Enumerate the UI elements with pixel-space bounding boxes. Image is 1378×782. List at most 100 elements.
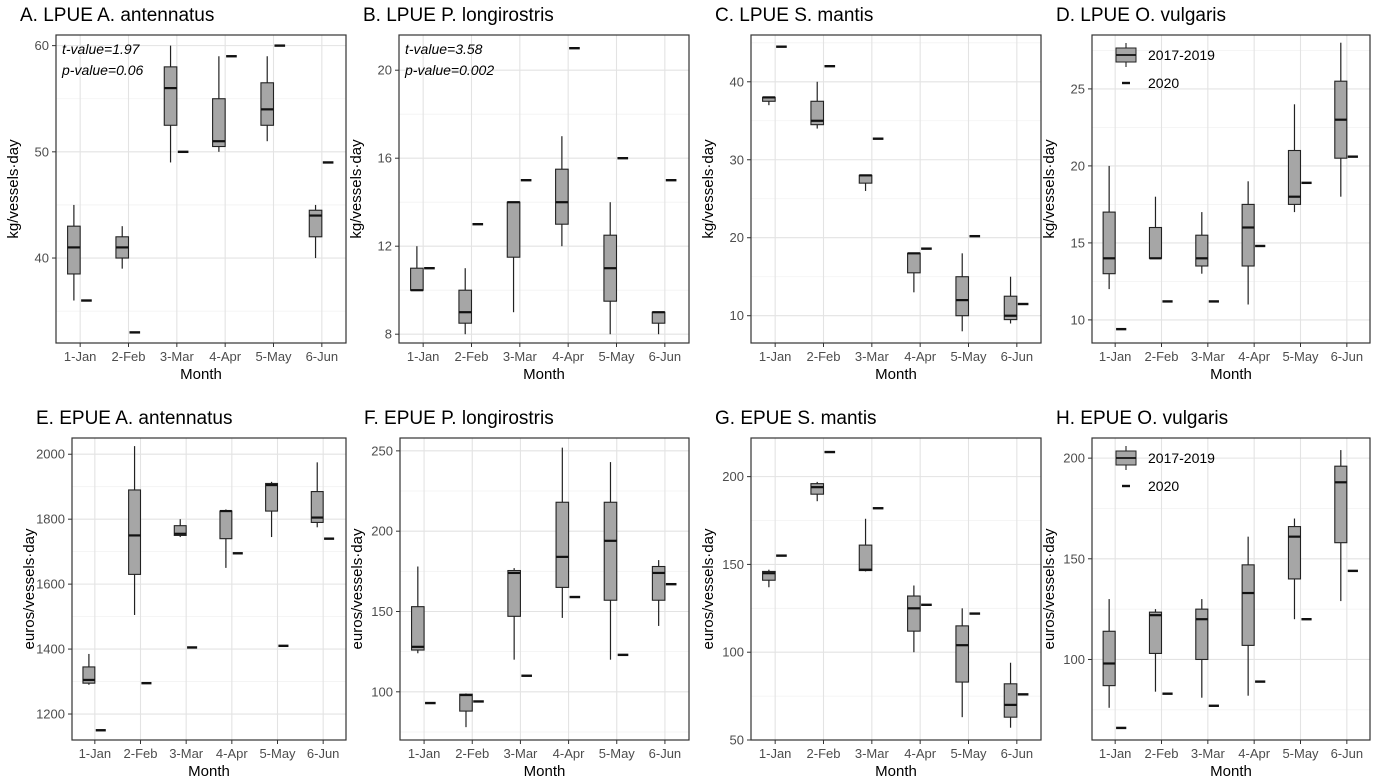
box-body xyxy=(955,276,970,317)
y-tick-label: 20 xyxy=(730,230,744,245)
box-body xyxy=(1102,211,1116,275)
x-tick-label: 6-Jun xyxy=(307,746,340,761)
x-tick-label: 5-May xyxy=(598,349,635,364)
x-tick-label: 3-Mar xyxy=(169,746,204,761)
x-tick-label: 3-Mar xyxy=(1191,349,1226,364)
x-tick-label: 6-Jun xyxy=(1331,746,1364,761)
plot-area xyxy=(72,438,346,740)
y-tick-label: 10 xyxy=(730,308,744,323)
y-tick-label: 20 xyxy=(378,63,392,78)
x-tick-label: 5-May xyxy=(950,746,987,761)
box-body xyxy=(555,501,570,588)
box-body xyxy=(1003,295,1018,321)
y-tick-label: 1200 xyxy=(36,707,65,722)
x-tick-label: 4-Apr xyxy=(209,349,241,364)
y-tick-label: 60 xyxy=(35,38,49,53)
y-axis-label: euros/vessels·day xyxy=(349,528,366,649)
y-tick-label: 150 xyxy=(371,604,393,619)
box-body xyxy=(459,693,473,712)
chart-panel-3: D. LPUE O. vulgaris 10 15 20 25 1-Jan 2-Feb 3-M… xyxy=(1041,5,1371,383)
y-tick-label: 1800 xyxy=(36,512,65,527)
plot-border xyxy=(398,34,690,344)
plot-border xyxy=(750,34,1042,344)
legend-label: 2017-2019 xyxy=(1148,47,1215,63)
y-axis-label: kg/vessels·day xyxy=(5,139,22,239)
x-tick-label: 6-Jun xyxy=(306,349,339,364)
box-body xyxy=(310,491,324,523)
chart-title: E. EPUE A. antennatus xyxy=(36,408,232,429)
x-tick-label: 1-Jan xyxy=(1099,349,1132,364)
box-body xyxy=(603,501,618,601)
box-body xyxy=(1334,465,1348,544)
chart-panel-2: C. LPUE S. mantis 10 20 30 40 1-Jan 2-Feb 3-Mar… xyxy=(700,5,1042,383)
x-tick-label: 6-Jun xyxy=(1001,746,1034,761)
box-body xyxy=(762,570,776,581)
y-tick-label: 1400 xyxy=(36,642,65,657)
plot-area xyxy=(399,35,689,343)
y-tick-label: 40 xyxy=(35,251,49,266)
x-axis-label: Month xyxy=(875,763,917,780)
y-tick-label: 200 xyxy=(722,469,744,484)
plot-area xyxy=(1092,35,1370,343)
box-body xyxy=(410,267,424,291)
y-tick-label: 100 xyxy=(722,645,744,660)
chart-title: C. LPUE S. mantis xyxy=(715,5,873,26)
box-body xyxy=(458,289,473,324)
box-body xyxy=(1287,526,1302,580)
plot-area xyxy=(56,35,346,343)
y-tick-label: 100 xyxy=(1063,652,1085,667)
x-tick-label: 1-Jan xyxy=(408,746,441,761)
chart-title: G. EPUE S. mantis xyxy=(715,408,877,429)
plot-border xyxy=(399,437,690,741)
x-tick-label: 2-Feb xyxy=(124,746,158,761)
x-tick-label: 6-Jun xyxy=(649,746,682,761)
x-tick-label: 3-Mar xyxy=(855,746,890,761)
box-body xyxy=(1148,611,1163,654)
x-axis-label: Month xyxy=(523,366,565,383)
plot-area xyxy=(751,438,1041,740)
stat-annotation: t-value=1.97 xyxy=(62,41,141,57)
chart-title: F. EPUE P. longirostris xyxy=(364,408,554,429)
x-tick-label: 1-Jan xyxy=(79,746,112,761)
box-body xyxy=(219,510,233,540)
x-tick-label: 4-Apr xyxy=(216,746,248,761)
legend: 2017-2019 2020 xyxy=(1115,446,1215,494)
box-body xyxy=(260,82,275,126)
stat-annotation: t-value=3.58 xyxy=(405,41,483,57)
chart-panel-4: E. EPUE A. antennatus 1200 1400 1600 1800 200… xyxy=(21,408,347,780)
legend-label: 2020 xyxy=(1148,478,1179,494)
y-tick-label: 30 xyxy=(730,152,744,167)
y-axis-label: kg/vessels·day xyxy=(700,139,717,239)
box-body xyxy=(810,100,825,126)
plot-area xyxy=(751,35,1041,343)
y-tick-label: 1600 xyxy=(36,577,65,592)
x-tick-label: 2-Feb xyxy=(455,349,489,364)
y-axis-label: kg/vessels·day xyxy=(1041,139,1058,239)
box-body xyxy=(1287,149,1302,205)
chart-panel-7: H. EPUE O. vulgaris 100 150 200 1-Jan 2-Feb 3-… xyxy=(1041,408,1371,780)
y-tick-label: 8 xyxy=(385,327,392,342)
x-tick-label: 4-Apr xyxy=(1238,349,1270,364)
box-body xyxy=(1102,630,1116,687)
box-body xyxy=(173,525,187,536)
x-tick-label: 1-Jan xyxy=(759,746,792,761)
plot-area xyxy=(400,438,689,740)
y-tick-label: 150 xyxy=(1063,551,1085,566)
x-tick-label: 4-Apr xyxy=(553,746,585,761)
x-tick-label: 4-Apr xyxy=(1238,746,1270,761)
x-tick-label: 4-Apr xyxy=(904,349,936,364)
x-tick-label: 1-Jan xyxy=(64,349,97,364)
y-tick-label: 200 xyxy=(1063,451,1085,466)
x-tick-label: 6-Jun xyxy=(1331,349,1364,364)
box-body xyxy=(1003,683,1018,718)
box-body xyxy=(907,595,921,632)
chart-title: B. LPUE P. longirostris xyxy=(363,5,554,26)
box-body xyxy=(67,225,81,275)
y-tick-label: 50 xyxy=(35,144,49,159)
legend-label: 2017-2019 xyxy=(1148,450,1215,466)
y-tick-label: 250 xyxy=(371,443,393,458)
box-body xyxy=(555,168,569,225)
box-body xyxy=(1195,608,1209,661)
x-tick-label: 1-Jan xyxy=(1099,746,1132,761)
chart-title: D. LPUE O. vulgaris xyxy=(1056,5,1226,26)
